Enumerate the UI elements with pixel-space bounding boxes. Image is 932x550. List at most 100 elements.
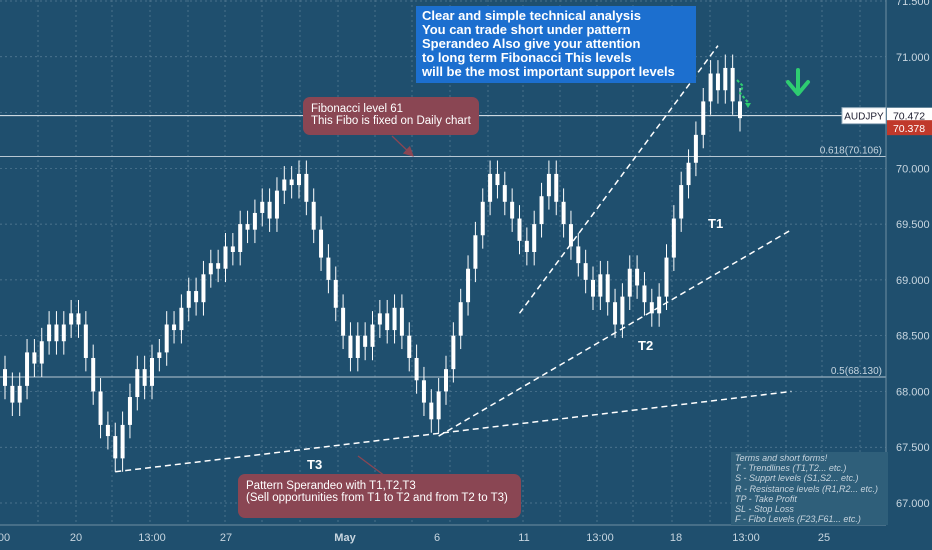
symbol-price-tag[interactable]: AUDJPY	[841, 107, 887, 125]
candle-body	[414, 357, 419, 381]
candle-body	[3, 369, 7, 386]
analysis-note-line: Clear and simple technical analysis	[422, 8, 641, 23]
candle-body	[282, 179, 287, 191]
candle	[539, 182, 544, 238]
candle-body	[436, 391, 441, 420]
candle-body	[664, 257, 669, 297]
candle	[208, 249, 213, 288]
legend-line: Terms and short forms!	[735, 453, 828, 463]
time-tick-label: 20	[70, 532, 82, 544]
time-tick-label: 13:00	[586, 532, 614, 544]
legend-line: TP - Take Profit	[735, 493, 797, 504]
candle	[510, 188, 515, 232]
candle-body	[157, 352, 162, 358]
candle-body	[297, 173, 301, 186]
candle	[664, 244, 669, 311]
candle-body	[730, 67, 735, 102]
candle-body	[39, 341, 44, 364]
trendline-label-t3: T3	[307, 457, 322, 472]
candle-body	[91, 357, 96, 392]
alt-price-tag-label: 70.378	[893, 123, 925, 135]
candle	[326, 244, 331, 294]
candle-body	[568, 224, 573, 247]
price-tick-label: 71.000	[896, 52, 930, 64]
candle	[598, 260, 603, 311]
candle-body	[524, 240, 529, 252]
price-tick-label: 67.500	[896, 442, 930, 454]
candle	[194, 277, 199, 316]
candle	[524, 227, 529, 266]
candle	[436, 378, 441, 433]
candle-body	[245, 224, 250, 230]
candle	[186, 277, 191, 322]
candle-body	[407, 335, 412, 358]
candle	[554, 160, 559, 216]
candle	[105, 411, 110, 450]
candle	[179, 294, 184, 344]
pattern-callout-line: (Sell opportunities from T1 to T2 and fr…	[246, 492, 508, 504]
candle-body	[657, 296, 662, 314]
legend-line: S - Supprt levels (S1,S2... etc.)	[735, 473, 859, 484]
candle	[348, 322, 353, 372]
candle-body	[649, 302, 654, 314]
candle-body	[598, 274, 603, 297]
candle-body	[326, 257, 331, 280]
candle-body	[701, 101, 706, 135]
candle-body	[120, 424, 125, 459]
candle	[561, 188, 566, 238]
candle	[671, 205, 676, 271]
candle-body	[216, 263, 221, 269]
candle-body	[194, 291, 199, 303]
candle	[679, 171, 684, 232]
candle	[25, 339, 30, 400]
trendline-label-t2: T2	[638, 338, 653, 353]
candle-body	[61, 324, 66, 342]
candle	[47, 311, 52, 355]
fibonacci-level-label: 0.5(68.130)	[831, 366, 882, 377]
candle-body	[311, 201, 316, 230]
candle-body	[304, 173, 309, 202]
candle	[576, 233, 581, 277]
candle	[466, 255, 471, 316]
candle-body	[341, 307, 346, 336]
candle-body	[230, 246, 235, 252]
candle	[98, 378, 103, 439]
trendline-t1	[518, 45, 719, 314]
projection-arrowhead-icon	[745, 103, 751, 108]
candle	[370, 311, 375, 361]
candle-body	[186, 291, 191, 308]
candle	[223, 233, 228, 283]
candle-body	[208, 263, 213, 275]
candle	[172, 311, 177, 344]
candle	[377, 299, 382, 338]
candle-body	[172, 324, 177, 331]
candle-body	[135, 369, 140, 398]
candle-body	[605, 274, 610, 303]
last-price-tag-label: 70.472	[893, 111, 925, 123]
pattern-callout-pointer	[357, 455, 386, 477]
candle-body	[693, 134, 698, 163]
time-tick-label: 13:00	[138, 532, 166, 544]
candle-body	[488, 173, 493, 202]
candle-body	[385, 313, 390, 331]
candle-body	[105, 424, 110, 437]
candle-body	[98, 391, 103, 425]
time-tick-label: 25	[818, 532, 830, 544]
candle	[649, 288, 654, 327]
candle	[355, 322, 360, 372]
candle	[635, 255, 640, 299]
candle	[399, 294, 404, 350]
candle	[238, 210, 243, 266]
candle-body	[17, 385, 22, 403]
candle-body	[10, 385, 15, 403]
candle-body	[83, 324, 88, 358]
analysis-note-line: Sperandeo Also give your attention	[422, 36, 641, 51]
price-scale-area[interactable]	[886, 0, 932, 550]
trendline-t3	[115, 390, 792, 473]
candle	[517, 205, 522, 255]
candle	[157, 339, 162, 372]
candle	[613, 288, 618, 338]
candle	[69, 299, 74, 338]
